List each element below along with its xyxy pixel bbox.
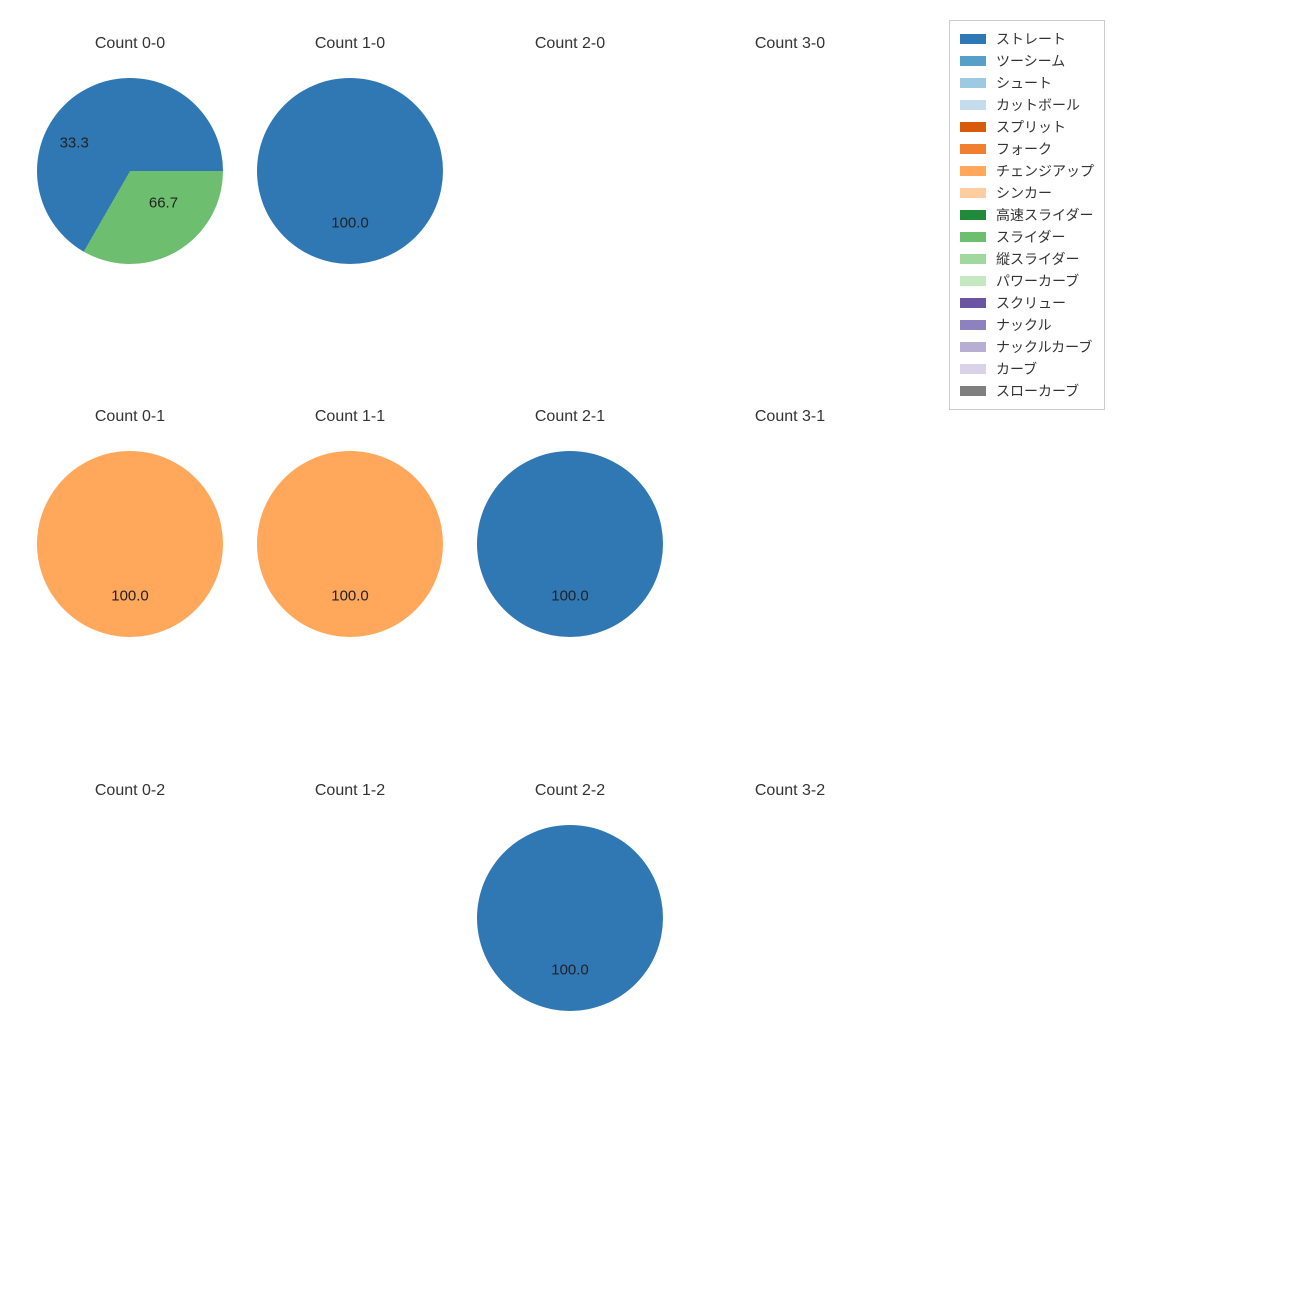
legend-label: パワーカーブ [996,271,1079,291]
legend-item: フォーク [960,139,1094,159]
legend-label: カーブ [996,359,1037,379]
pie-slice-label: 100.0 [551,961,589,978]
pie-slice-label: 66.7 [149,194,178,211]
panel-7: Count 3-1 [680,393,900,766]
legend-swatch [960,320,986,330]
legend-label: ツーシーム [996,51,1065,71]
panel-8: Count 0-2 [20,767,240,1140]
legend-label: ナックル [996,315,1052,335]
pie-wrapper: 100.0 [477,451,663,637]
legend-swatch [960,386,986,396]
legend-label: シュート [996,73,1052,93]
legend-item: ナックル [960,315,1094,335]
legend-label: ストレート [996,29,1066,49]
pie-slice-label: 33.3 [60,135,89,152]
legend-label: スクリュー [996,293,1066,313]
legend-item: 縦スライダー [960,249,1094,269]
legend-item: スプリット [960,117,1094,137]
panel-0: Count 0-0 66.7 33.3 [20,20,240,393]
pie-slice-label: 100.0 [331,588,369,605]
pie-slice-label: 100.0 [111,588,149,605]
legend-label: 縦スライダー [996,249,1079,269]
panel-11: Count 3-2 [680,767,900,1140]
legend-label: ナックルカーブ [996,337,1092,357]
legend-swatch [960,188,986,198]
panel-title: Count 3-1 [755,408,825,426]
legend-swatch [960,144,986,154]
pie-chart [257,78,443,264]
legend-label: カットボール [996,95,1080,115]
panel-6: Count 2-1 100.0 [460,393,680,766]
legend-item: シュート [960,73,1094,93]
pie-wrapper: 100.0 [477,825,663,1011]
legend-label: スローカーブ [996,381,1079,401]
legend-item: ナックルカーブ [960,337,1094,357]
pie-chart [257,451,443,637]
pie-chart [477,825,663,1011]
pie-chart [477,451,663,637]
pie-wrapper: 100.0 [37,451,223,637]
legend-item: シンカー [960,183,1094,203]
pie-wrapper: 66.7 33.3 [37,78,223,264]
panel-1: Count 1-0 100.0 [240,20,460,393]
legend-item: カーブ [960,359,1094,379]
legend-item: スクリュー [960,293,1094,313]
legend-swatch [960,342,986,352]
panel-title: Count 3-0 [755,35,825,53]
legend-swatch [960,78,986,88]
legend-item: ストレート [960,29,1094,49]
legend-label: スライダー [996,227,1065,247]
legend-swatch [960,254,986,264]
panel-title: Count 1-0 [315,35,385,53]
legend-swatch [960,34,986,44]
legend: ストレートツーシームシュートカットボールスプリットフォークチェンジアップシンカー… [949,20,1105,410]
legend-swatch [960,210,986,220]
panel-10: Count 2-2 100.0 [460,767,680,1140]
pie-chart [37,451,223,637]
pie-wrapper: 100.0 [257,451,443,637]
legend-item: パワーカーブ [960,271,1094,291]
legend-label: チェンジアップ [996,161,1094,181]
legend-label: スプリット [996,117,1066,137]
panel-title: Count 3-2 [755,782,825,800]
legend-swatch [960,276,986,286]
panel-title: Count 0-1 [95,408,165,426]
panel-2: Count 2-0 [460,20,680,393]
legend-item: ツーシーム [960,51,1094,71]
legend-label: 高速スライダー [996,205,1093,225]
legend-swatch [960,100,986,110]
legend-item: 高速スライダー [960,205,1094,225]
panel-5: Count 1-1 100.0 [240,393,460,766]
pie-chart [37,78,223,264]
panel-title: Count 1-2 [315,782,385,800]
panel-title: Count 0-0 [95,35,165,53]
panel-title: Count 2-0 [535,35,605,53]
pie-wrapper: 100.0 [257,78,443,264]
panel-title: Count 2-1 [535,408,605,426]
legend-item: チェンジアップ [960,161,1094,181]
legend-item: カットボール [960,95,1094,115]
legend-swatch [960,56,986,66]
chart-grid: Count 0-0 66.7 33.3 Count 1-0 100.0 Count 2-0… [20,20,900,1140]
panel-title: Count 1-1 [315,408,385,426]
legend-swatch [960,364,986,374]
legend-item: スライダー [960,227,1094,247]
legend-swatch [960,298,986,308]
legend-label: シンカー [996,183,1052,203]
panel-4: Count 0-1 100.0 [20,393,240,766]
legend-swatch [960,122,986,132]
panel-9: Count 1-2 [240,767,460,1140]
legend-label: フォーク [996,139,1052,159]
panel-title: Count 0-2 [95,782,165,800]
legend-swatch [960,232,986,242]
pie-slice-label: 100.0 [331,215,369,232]
pie-slice-label: 100.0 [551,588,589,605]
legend-swatch [960,166,986,176]
panel-3: Count 3-0 [680,20,900,393]
legend-item: スローカーブ [960,381,1094,401]
panel-title: Count 2-2 [535,782,605,800]
